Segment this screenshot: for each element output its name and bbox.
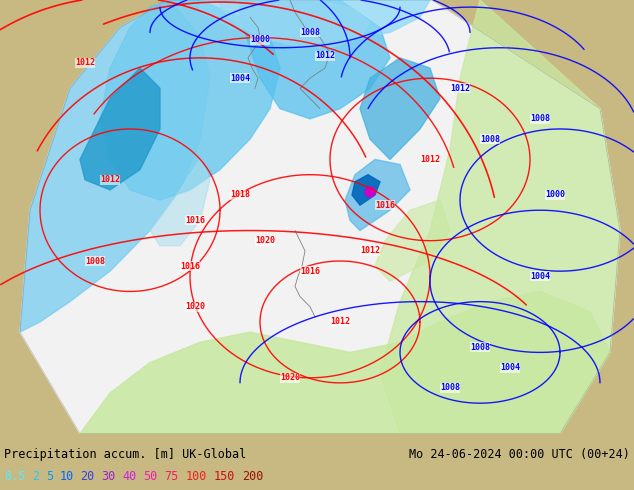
Text: 1012: 1012 <box>75 58 95 68</box>
Text: 50: 50 <box>143 469 158 483</box>
Polygon shape <box>380 0 620 434</box>
Text: 10: 10 <box>60 469 74 483</box>
Text: 1000: 1000 <box>250 35 270 44</box>
Text: Precipitation accum. [m] UK-Global: Precipitation accum. [m] UK-Global <box>4 448 246 462</box>
Text: 30: 30 <box>101 469 116 483</box>
Text: 1004: 1004 <box>530 272 550 281</box>
Text: 150: 150 <box>214 469 235 483</box>
Text: Mo 24-06-2024 00:00 UTC (00+24): Mo 24-06-2024 00:00 UTC (00+24) <box>409 448 630 462</box>
Polygon shape <box>360 58 440 159</box>
Text: 1008: 1008 <box>85 256 105 266</box>
Circle shape <box>365 187 375 197</box>
Text: 1008: 1008 <box>300 28 320 37</box>
Text: 1018: 1018 <box>230 191 250 199</box>
Text: 40: 40 <box>122 469 137 483</box>
Text: 1020: 1020 <box>255 236 275 245</box>
Text: 1008: 1008 <box>440 384 460 392</box>
Text: 1012: 1012 <box>315 51 335 60</box>
Text: 100: 100 <box>186 469 207 483</box>
Text: 1012: 1012 <box>100 175 120 184</box>
Text: 1012: 1012 <box>330 318 350 326</box>
Text: 1008: 1008 <box>530 114 550 123</box>
Polygon shape <box>100 0 280 200</box>
Polygon shape <box>20 0 620 434</box>
Text: 1016: 1016 <box>375 200 395 210</box>
Text: 2: 2 <box>32 469 39 483</box>
Polygon shape <box>80 68 160 190</box>
Text: 5: 5 <box>46 469 53 483</box>
Polygon shape <box>150 159 210 246</box>
Polygon shape <box>220 0 370 48</box>
Text: 200: 200 <box>242 469 264 483</box>
Text: 1012: 1012 <box>420 155 440 164</box>
Polygon shape <box>375 200 450 281</box>
Polygon shape <box>352 174 380 205</box>
Text: 1020: 1020 <box>185 302 205 311</box>
Polygon shape <box>80 292 610 434</box>
Polygon shape <box>345 159 410 230</box>
Text: 1000: 1000 <box>545 191 565 199</box>
Polygon shape <box>240 0 390 119</box>
Text: 75: 75 <box>164 469 179 483</box>
Polygon shape <box>20 0 210 332</box>
Text: 1008: 1008 <box>480 135 500 144</box>
Text: 0.5: 0.5 <box>4 469 25 483</box>
Text: 1008: 1008 <box>470 343 490 352</box>
Text: 1004: 1004 <box>230 74 250 83</box>
Text: 1012: 1012 <box>450 84 470 93</box>
Text: 1020: 1020 <box>280 373 300 382</box>
Polygon shape <box>200 0 430 43</box>
Text: 1004: 1004 <box>500 363 520 372</box>
Text: 1016: 1016 <box>300 267 320 276</box>
Text: 1016: 1016 <box>185 216 205 225</box>
Text: 1012: 1012 <box>360 246 380 255</box>
Text: 20: 20 <box>81 469 94 483</box>
Text: 1016: 1016 <box>180 262 200 270</box>
